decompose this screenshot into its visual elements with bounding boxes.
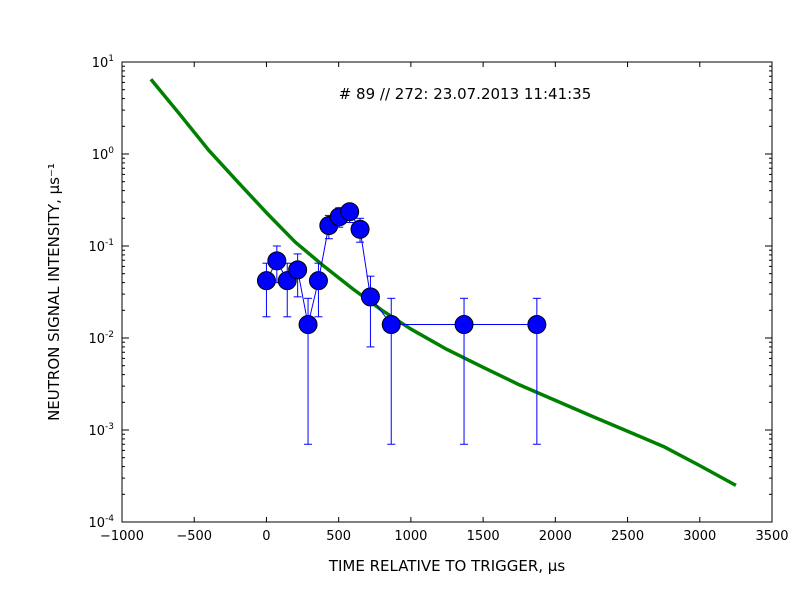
y-tick-exponent: -3: [105, 422, 114, 432]
data-point: [527, 315, 547, 335]
data-point: [308, 271, 328, 291]
data-point: [267, 251, 287, 271]
x-tick-label: 1000: [394, 529, 427, 544]
x-tick-label: −500: [176, 529, 212, 544]
x-tick-label: 3500: [755, 529, 788, 544]
y-axis-label: NEUTRON SIGNAL INTENSITY, μs⁻¹: [45, 163, 63, 421]
data-point: [298, 315, 318, 335]
x-tick-label: 2000: [539, 529, 572, 544]
data-point: [288, 260, 308, 280]
fit-curve-line: [149, 78, 737, 487]
y-tick-exponent: -4: [105, 514, 114, 524]
fit-curve-layer: [149, 78, 737, 487]
data-point: [360, 287, 380, 307]
x-axis-label: TIME RELATIVE TO TRIGGER, μs: [328, 557, 566, 575]
chart-annotation: # 89 // 272: 23.07.2013 11:41:35: [339, 85, 592, 103]
data-point: [381, 315, 401, 335]
y-tick-exponent: -1: [105, 238, 114, 248]
axis-ticks: −1000 −500 0 500 1000 1500 2000 2500 3000 3500101…: [88, 54, 788, 544]
y-tick-exponent: -2: [105, 330, 114, 340]
data-point: [454, 315, 474, 335]
x-tick-label: 3000: [683, 529, 716, 544]
y-tick-exponent: 1: [108, 54, 114, 64]
x-tick-label: 2500: [611, 529, 644, 544]
data-point: [256, 271, 276, 291]
y-tick-exponent: 0: [108, 146, 114, 156]
data-point: [350, 219, 370, 239]
x-tick-label: 500: [326, 529, 351, 544]
x-tick-label: 1500: [467, 529, 500, 544]
x-tick-label: 0: [262, 529, 270, 544]
data-points-layer: [256, 202, 547, 445]
x-tick-label: −1000: [100, 529, 144, 544]
data-point: [340, 202, 360, 222]
